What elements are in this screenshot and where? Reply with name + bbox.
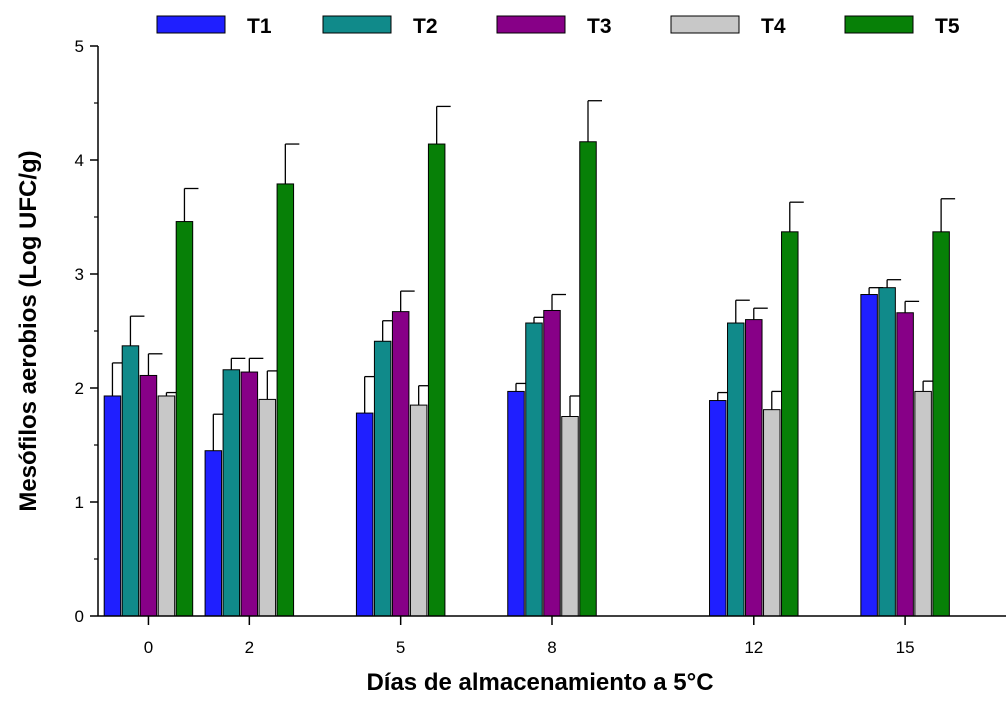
bars [103, 100, 956, 617]
y-tick-label: 2 [75, 379, 84, 398]
legend-label-T3: T3 [587, 15, 612, 38]
legend-swatch-T4 [670, 15, 740, 34]
legend-label-T2: T2 [413, 15, 438, 38]
legend-label-T1: T1 [247, 15, 272, 38]
legend: T1 T2 T3 T4 T5 [156, 15, 960, 38]
bar-T3-2 [240, 371, 259, 617]
y-tick-label: 1 [75, 493, 84, 512]
bar-T4-8 [561, 416, 579, 617]
x-tick-label: 8 [547, 638, 556, 657]
legend-label-T5: T5 [935, 15, 960, 38]
x-tick-label: 2 [245, 638, 254, 657]
bar-T1-12 [709, 400, 727, 617]
bar-T5-8 [579, 141, 597, 617]
x-tick-label: 5 [396, 638, 405, 657]
x-axis-title: Días de almacenamiento a 5°C [366, 669, 713, 696]
bar-T1-0 [103, 395, 122, 617]
y-tick-label: 0 [75, 607, 84, 626]
bar-T1-8 [507, 390, 525, 617]
bar-T2-0 [121, 345, 140, 617]
bar-T3-0 [139, 374, 158, 617]
legend-swatch-T5 [844, 15, 914, 34]
bar-T5-0 [175, 221, 194, 617]
y-tick-label: 3 [75, 265, 84, 284]
bar-T3-12 [745, 319, 763, 617]
bar-T5-2 [276, 183, 295, 617]
legend-swatch-T3 [496, 15, 566, 34]
y-tick-label: 4 [75, 151, 84, 170]
bar-T4-5 [409, 404, 428, 617]
bar-T4-0 [157, 395, 176, 617]
bar-T1-2 [204, 450, 223, 617]
bar-T3-8 [543, 309, 561, 617]
x-tick-label: 12 [744, 638, 763, 657]
legend-swatch-T1 [156, 15, 226, 34]
bar-T4-15 [914, 390, 932, 617]
legend-label-T4: T4 [761, 15, 786, 38]
bar-T3-15 [896, 312, 914, 617]
legend-swatch-T2 [322, 15, 392, 34]
x-tick-label: 0 [144, 638, 153, 657]
bar-T2-8 [525, 322, 543, 617]
bar-T2-15 [878, 287, 896, 617]
bar-T4-2 [258, 398, 277, 617]
bar-T2-5 [373, 340, 392, 617]
bar-T5-15 [932, 231, 950, 617]
bar-T1-5 [355, 412, 374, 617]
bar-T5-5 [427, 143, 446, 617]
bar-T4-12 [763, 409, 781, 617]
bar-T1-15 [860, 294, 878, 617]
bar-T5-12 [781, 231, 799, 617]
bar-T2-2 [222, 369, 241, 617]
y-axis-title: Mesófilos aerobios (Log UFC/g) [15, 150, 42, 511]
y-tick-label: 5 [75, 37, 84, 56]
bar-T2-12 [727, 322, 745, 617]
bar-T3-5 [391, 311, 410, 617]
x-tick-label: 15 [896, 638, 915, 657]
